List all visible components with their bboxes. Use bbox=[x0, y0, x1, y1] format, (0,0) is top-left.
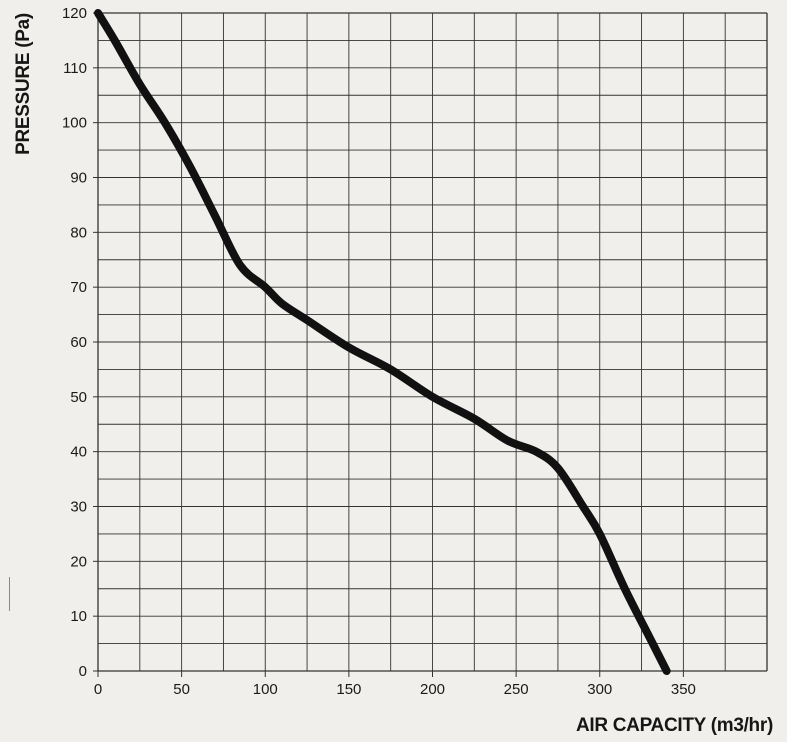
y-tick-label: 0 bbox=[79, 663, 87, 680]
pressure-curve bbox=[94, 9, 671, 675]
x-tick-label: 300 bbox=[587, 681, 612, 698]
y-tick-label: 70 bbox=[70, 279, 87, 296]
y-tick-label: 80 bbox=[70, 224, 87, 241]
y-tick-label: 100 bbox=[62, 115, 87, 132]
x-tick-label: 250 bbox=[504, 681, 529, 698]
y-axis-ticks: 0 10 20 30 40 50 60 70 80 90 100 110 120 bbox=[62, 5, 98, 680]
y-tick-label: 40 bbox=[70, 444, 87, 461]
y-tick-label: 110 bbox=[63, 60, 87, 77]
y-tick-label: 30 bbox=[70, 499, 87, 516]
x-tick-label: 350 bbox=[671, 681, 696, 698]
y-tick-label: 50 bbox=[70, 389, 87, 406]
x-axis-label: AIR CAPACITY (m3/hr) bbox=[575, 715, 773, 736]
x-tick-label: 200 bbox=[420, 681, 445, 698]
y-axis-label: PRESSURE (Pa) bbox=[13, 13, 34, 155]
x-tick-label: 50 bbox=[173, 681, 190, 698]
y-tick-label: 60 bbox=[70, 334, 87, 351]
grid bbox=[97, 12, 768, 672]
y-tick-label: 90 bbox=[70, 170, 87, 187]
x-axis-ticks: 0 50 100 150 200 250 300 350 bbox=[94, 671, 696, 698]
x-tick-label: 150 bbox=[336, 681, 361, 698]
y-tick-label: 120 bbox=[62, 5, 87, 22]
y-tick-label: 10 bbox=[70, 608, 87, 625]
x-tick-label: 0 bbox=[94, 681, 102, 698]
y-tick-label: 20 bbox=[70, 553, 87, 570]
x-tick-label: 100 bbox=[253, 681, 278, 698]
margin-mark bbox=[9, 577, 10, 611]
